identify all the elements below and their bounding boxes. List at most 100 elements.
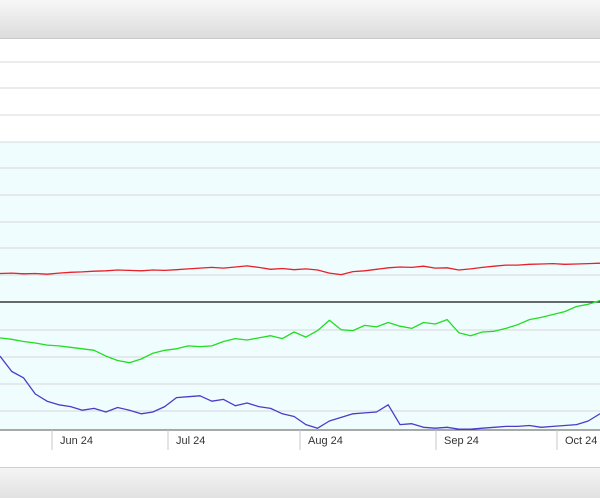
green-point [494, 331, 495, 332]
red-point [435, 268, 436, 269]
green-point [152, 353, 153, 354]
green-point [376, 326, 377, 327]
green-point [235, 338, 236, 339]
blue-point [400, 424, 401, 425]
red-point [317, 270, 318, 271]
red-point [388, 267, 389, 268]
red-point [35, 273, 36, 274]
green-point [482, 332, 483, 333]
window-bottom-bar [0, 467, 600, 498]
red-point [376, 269, 377, 270]
blue-point [423, 427, 424, 428]
blue-point [505, 426, 506, 427]
blue-point [317, 428, 318, 429]
x-tick-label: Oct 24 [565, 435, 597, 447]
blue-point [411, 423, 412, 424]
red-point [105, 270, 106, 271]
red-point [270, 269, 271, 270]
red-point [282, 268, 283, 269]
blue-point [529, 425, 530, 426]
blue-point [200, 395, 201, 396]
green-point [94, 350, 95, 351]
blue-point [494, 427, 495, 428]
red-point [211, 267, 212, 268]
green-point [423, 322, 424, 323]
green-point [435, 324, 436, 325]
green-point [352, 330, 353, 331]
red-point [94, 271, 95, 272]
red-point [188, 268, 189, 269]
green-point [317, 330, 318, 331]
blue-point [94, 408, 95, 409]
blue-point [35, 394, 36, 395]
green-point [282, 338, 283, 339]
blue-point [388, 404, 389, 405]
blue-point [23, 377, 24, 378]
blue-point [305, 424, 306, 425]
green-point [552, 314, 553, 315]
blue-point [223, 399, 224, 400]
blue-point [11, 371, 12, 372]
green-point [11, 339, 12, 340]
blue-point [482, 428, 483, 429]
blue-point [270, 408, 271, 409]
red-point [200, 268, 201, 269]
green-point [47, 345, 48, 346]
green-point [329, 320, 330, 321]
blue-point [164, 406, 165, 407]
green-point [529, 319, 530, 320]
green-point [305, 337, 306, 338]
green-point [576, 306, 577, 307]
red-point [247, 265, 248, 266]
plot-background-band [0, 142, 600, 430]
green-point [505, 328, 506, 329]
blue-point [352, 413, 353, 414]
red-point [70, 272, 71, 273]
red-point [176, 269, 177, 270]
plot-background-top [0, 62, 600, 142]
red-point [258, 267, 259, 268]
red-point [341, 274, 342, 275]
red-point [11, 273, 12, 274]
red-point [482, 267, 483, 268]
red-point [411, 267, 412, 268]
green-point [458, 332, 459, 333]
blue-point [47, 401, 48, 402]
red-point [494, 266, 495, 267]
green-point [400, 326, 401, 327]
red-point [294, 269, 295, 270]
blue-point [105, 412, 106, 413]
blue-point [247, 403, 248, 404]
blue-point [82, 410, 83, 411]
green-point [247, 340, 248, 341]
red-point [517, 265, 518, 266]
green-point [294, 332, 295, 333]
x-tick-label: Jun 24 [60, 435, 93, 447]
green-point [541, 317, 542, 318]
green-point [23, 341, 24, 342]
blue-point [141, 413, 142, 414]
red-point [235, 267, 236, 268]
green-point [82, 348, 83, 349]
green-point [70, 347, 71, 348]
green-point [129, 362, 130, 363]
blue-point [435, 428, 436, 429]
red-point [58, 273, 59, 274]
x-tick-label: Jul 24 [176, 435, 205, 447]
green-point [35, 343, 36, 344]
red-point [117, 270, 118, 271]
red-point [164, 270, 165, 271]
green-point [105, 356, 106, 357]
green-point [188, 345, 189, 346]
blue-point [541, 427, 542, 428]
blue-point [364, 412, 365, 413]
red-point [423, 266, 424, 267]
blue-point [70, 406, 71, 407]
red-point [541, 264, 542, 265]
green-point [588, 304, 589, 305]
blue-point [341, 417, 342, 418]
blue-point [129, 410, 130, 411]
